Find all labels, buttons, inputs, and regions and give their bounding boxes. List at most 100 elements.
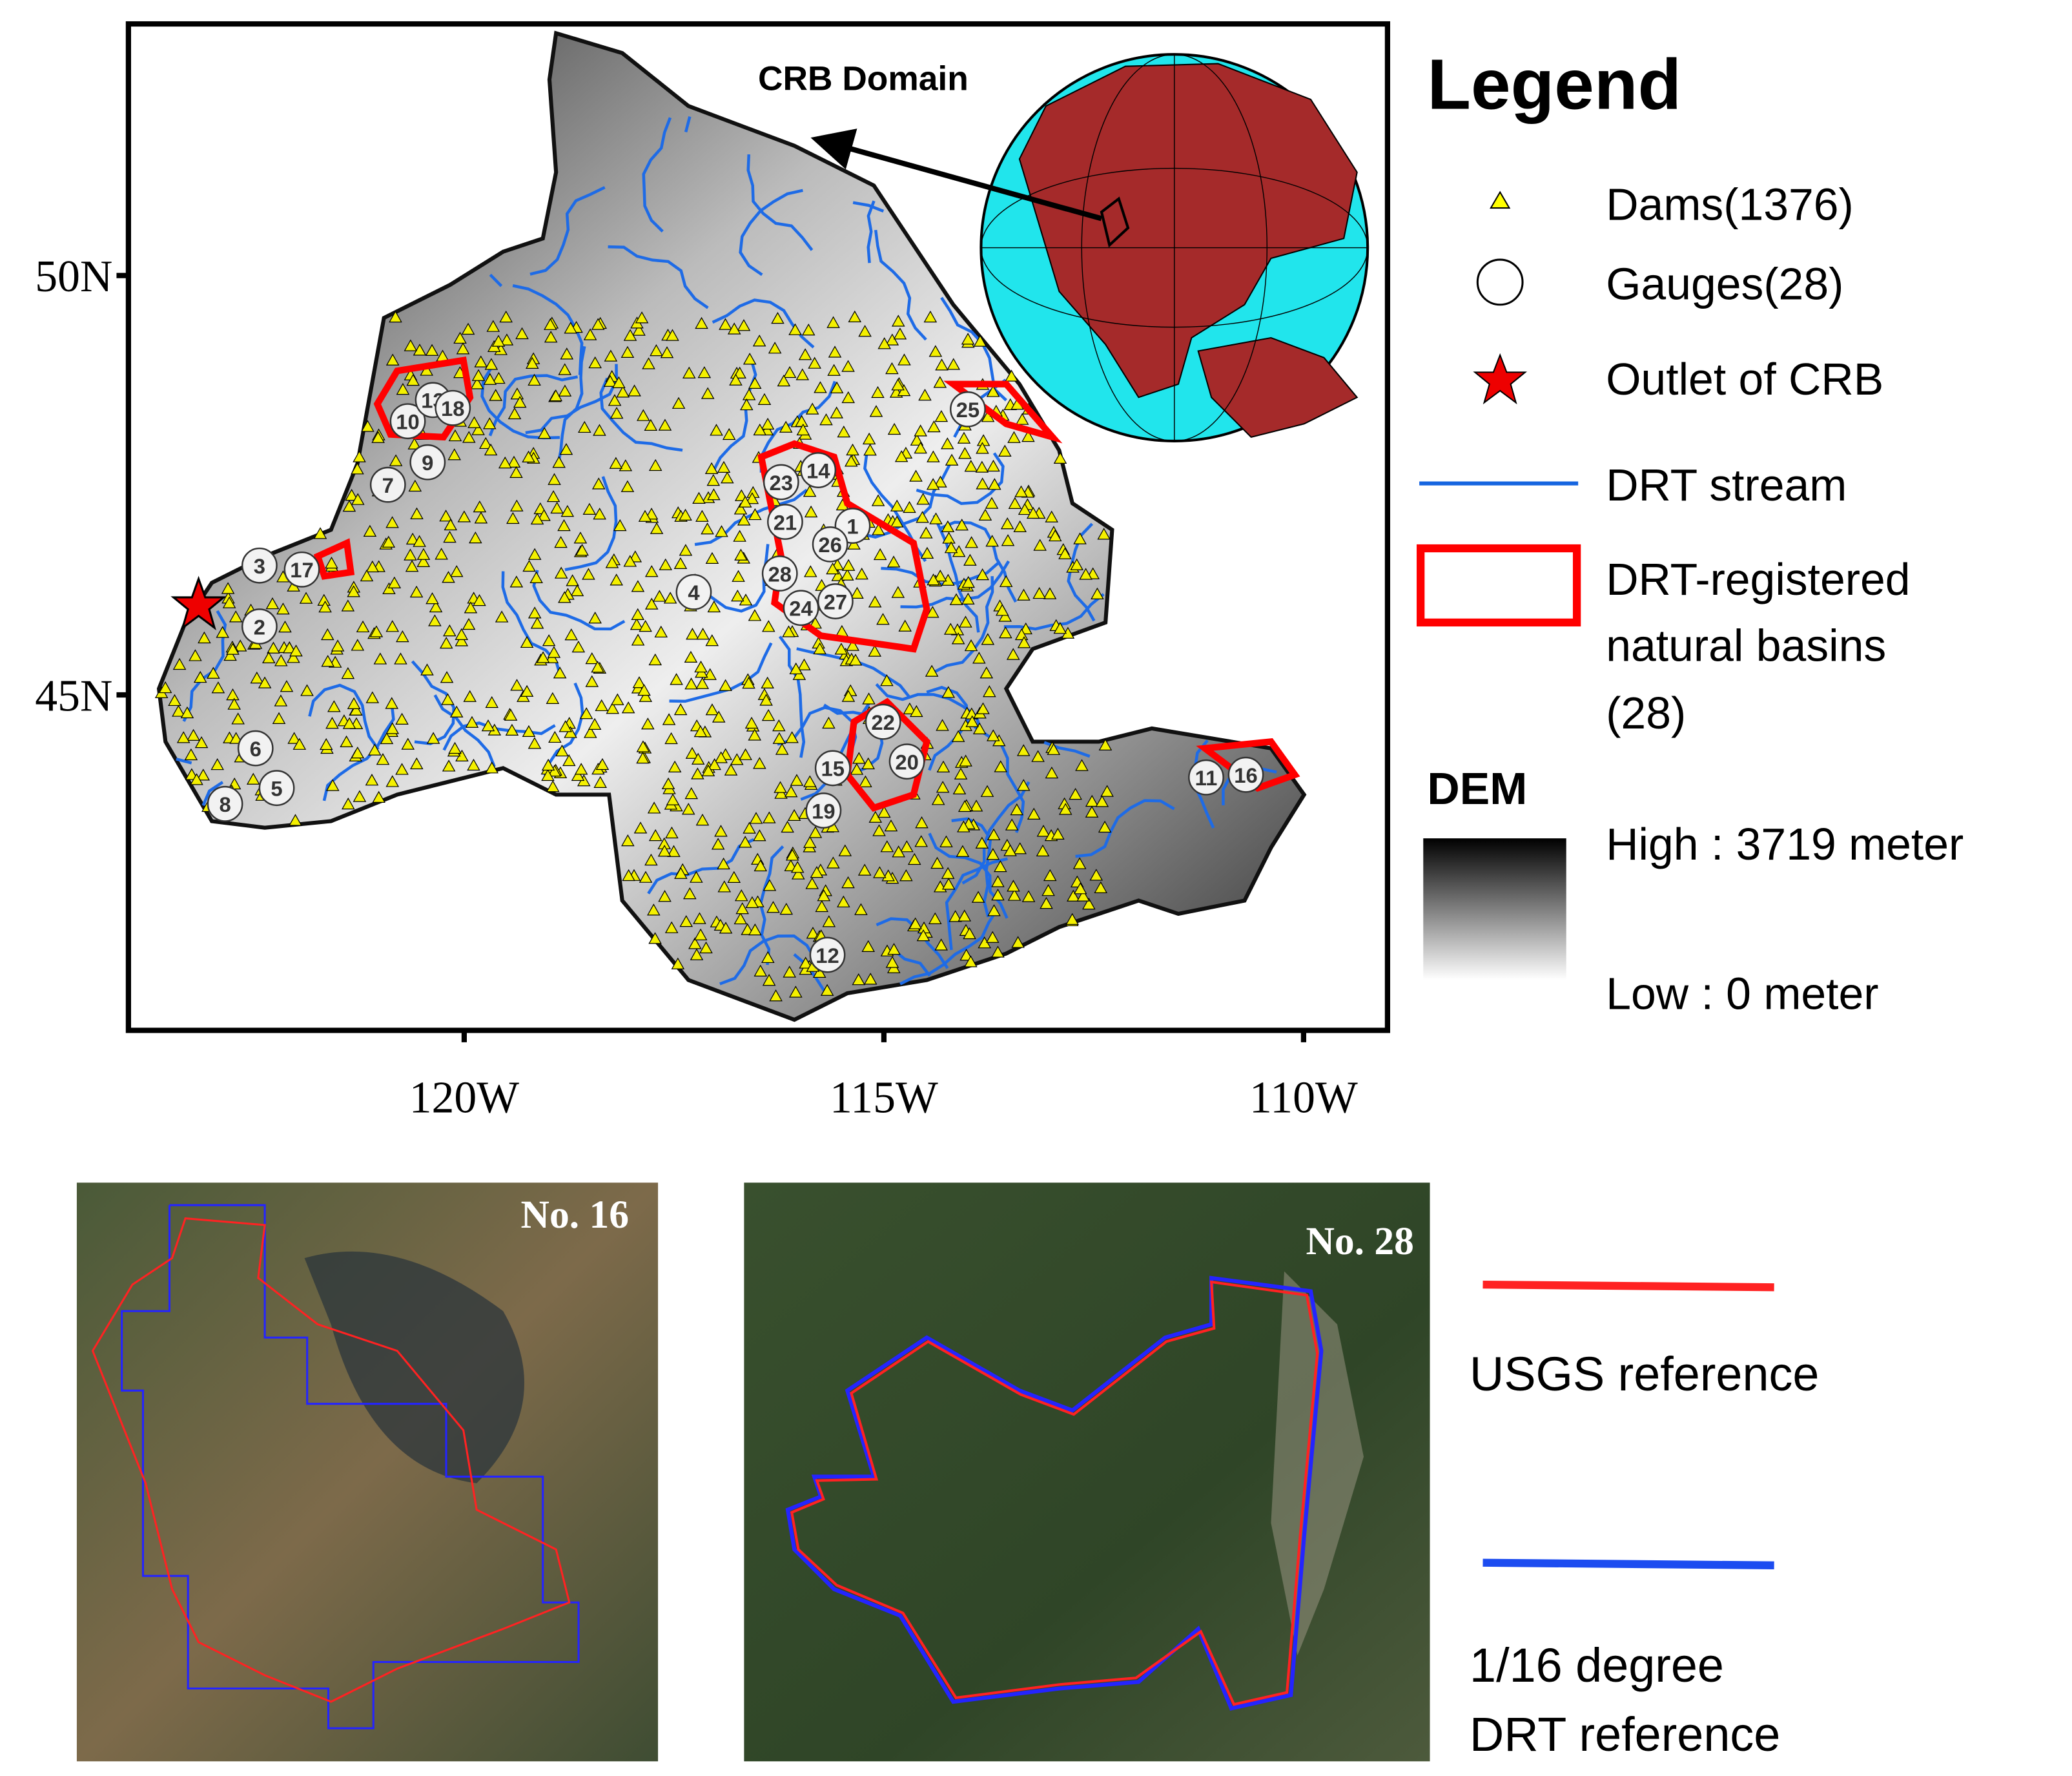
dam	[326, 779, 340, 791]
dam	[685, 747, 699, 759]
dem-low: Low : 0 meter	[1606, 969, 1878, 1019]
dam	[448, 741, 462, 754]
dam	[958, 800, 972, 812]
dam	[785, 731, 799, 743]
dam	[289, 645, 303, 657]
dam	[707, 488, 721, 501]
dam	[1007, 889, 1021, 901]
dam	[484, 443, 498, 456]
dam	[274, 694, 288, 707]
dam	[900, 840, 914, 852]
dam	[935, 358, 949, 371]
dam	[258, 676, 272, 688]
dam	[841, 360, 855, 372]
dam	[684, 677, 698, 690]
dam	[631, 634, 645, 646]
dam	[942, 532, 956, 544]
stream	[201, 781, 224, 807]
dam	[981, 633, 995, 645]
gauge-label: 3	[254, 554, 265, 578]
dam	[763, 811, 776, 823]
stream	[932, 576, 994, 674]
dam	[616, 386, 630, 398]
dam	[847, 537, 861, 550]
dam	[550, 501, 564, 514]
dam	[499, 310, 513, 323]
dam	[916, 929, 930, 942]
dam	[647, 903, 661, 916]
stream	[308, 683, 380, 750]
dam	[980, 785, 994, 797]
dam	[467, 416, 481, 428]
dam	[885, 333, 899, 346]
dam	[1003, 844, 1017, 856]
dam	[769, 989, 783, 1002]
dam	[467, 758, 480, 771]
dam	[877, 337, 891, 349]
dam	[299, 592, 313, 604]
dam	[752, 335, 766, 347]
dam	[621, 480, 635, 492]
dam	[313, 527, 327, 539]
dam	[325, 717, 339, 729]
dam	[453, 331, 467, 344]
dam	[708, 758, 721, 770]
dam	[1070, 558, 1083, 570]
dam	[721, 471, 734, 484]
dam	[455, 634, 469, 646]
dam	[732, 570, 745, 582]
dam	[610, 573, 623, 586]
dam	[801, 324, 815, 336]
dam	[571, 769, 585, 781]
dam	[734, 889, 748, 902]
dam	[743, 353, 757, 365]
dam	[481, 719, 495, 732]
dam	[405, 560, 419, 572]
dam	[884, 819, 898, 832]
dam	[805, 402, 819, 415]
dam	[461, 322, 475, 335]
gauge	[237, 730, 274, 767]
dam	[584, 726, 597, 738]
dam	[779, 902, 794, 915]
dam	[363, 524, 377, 537]
dam	[954, 767, 968, 780]
dam	[1085, 805, 1099, 818]
dam	[863, 444, 877, 456]
dam	[194, 736, 209, 749]
dam	[719, 318, 732, 330]
stream	[684, 116, 692, 132]
dam	[782, 625, 795, 637]
dam	[621, 701, 635, 714]
dam	[873, 548, 887, 561]
y-tick-label: 50N	[35, 252, 112, 302]
dam	[641, 718, 655, 730]
dam	[862, 692, 876, 705]
dam	[546, 490, 560, 502]
dam	[871, 386, 885, 398]
dam	[683, 887, 697, 900]
dam	[636, 751, 650, 764]
dam	[376, 753, 390, 765]
dam	[416, 555, 431, 567]
dam	[327, 700, 341, 712]
dam	[661, 777, 675, 790]
dam	[528, 548, 542, 560]
dam	[688, 937, 702, 949]
dam	[999, 626, 1012, 639]
dam	[632, 676, 646, 688]
dam	[537, 427, 551, 439]
gauge-label: 10	[396, 410, 419, 434]
gauge-label: 15	[821, 757, 845, 781]
dam	[637, 409, 650, 421]
gauge	[817, 583, 854, 619]
dam	[198, 631, 211, 644]
dam	[547, 646, 561, 658]
dam	[717, 857, 730, 870]
dam	[1094, 881, 1108, 893]
dam	[891, 378, 905, 391]
dam	[474, 355, 488, 367]
dam	[549, 389, 563, 402]
gauge	[241, 608, 278, 645]
dam	[474, 511, 488, 524]
